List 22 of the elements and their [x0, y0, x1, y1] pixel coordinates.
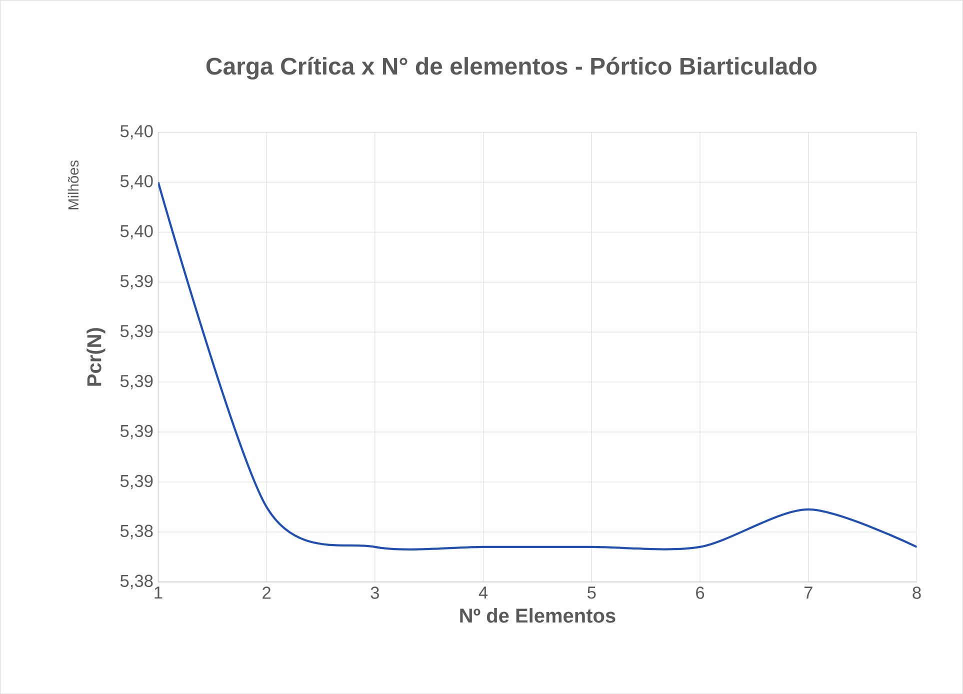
y-tick-label: 5,39 — [120, 474, 153, 490]
y-tick-label: 5,39 — [120, 424, 153, 440]
y-tick-label: 5,39 — [120, 324, 153, 340]
x-tick-label: 3 — [370, 586, 379, 599]
chart-title: Carga Crítica x N° de elementos - Pórtico Biarticulado — [206, 56, 817, 80]
y-tick-label: 5,39 — [120, 274, 153, 290]
y-tick-label: 5,40 — [120, 224, 153, 240]
x-tick-label: 1 — [154, 586, 162, 598]
y-tick-label: 5,38 — [120, 524, 153, 540]
y-tick-label: 5,40 — [120, 124, 153, 140]
x-tick-label: 2 — [262, 586, 270, 599]
x-tick-label: 6 — [696, 586, 704, 599]
x-tick-label: 4 — [478, 586, 488, 598]
text: Milhões — [68, 160, 79, 210]
x-tick-label: 7 — [804, 586, 812, 598]
x-tick-label: 8 — [912, 586, 921, 599]
x-tick-label: 5 — [588, 586, 596, 599]
y-tick-label: 5,38 — [120, 574, 153, 590]
y-axis-title: Pcr(N) — [86, 328, 106, 386]
y-tick-label: 5,40 — [120, 174, 153, 190]
y-tick-label: 5,39 — [120, 374, 153, 390]
x-axis-title: Nº de Elementos — [460, 608, 616, 623]
